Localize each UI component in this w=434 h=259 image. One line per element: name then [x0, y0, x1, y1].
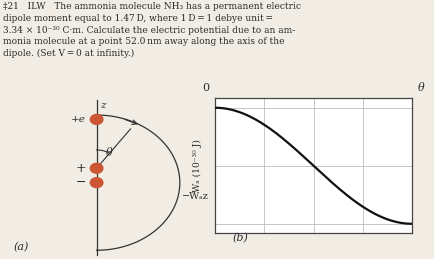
- Text: z: z: [100, 101, 105, 110]
- Text: +: +: [75, 162, 86, 175]
- Text: −: −: [76, 176, 86, 189]
- Text: (a): (a): [13, 242, 29, 253]
- Text: ‡21   ILW   The ammonia molecule NH₃ has a permanent electric
dipole moment equa: ‡21 ILW The ammonia molecule NH₃ has a p…: [3, 2, 301, 58]
- Circle shape: [90, 163, 104, 174]
- Text: θ: θ: [418, 83, 425, 93]
- Text: θ: θ: [106, 148, 112, 157]
- Text: 0: 0: [202, 83, 209, 93]
- Circle shape: [90, 114, 104, 125]
- Text: (b): (b): [233, 233, 249, 243]
- Circle shape: [90, 177, 104, 188]
- Text: +e: +e: [71, 115, 86, 124]
- Text: Wₐ (10⁻³⁰ J): Wₐ (10⁻³⁰ J): [193, 139, 202, 192]
- Text: −Wₐz: −Wₐz: [182, 192, 209, 201]
